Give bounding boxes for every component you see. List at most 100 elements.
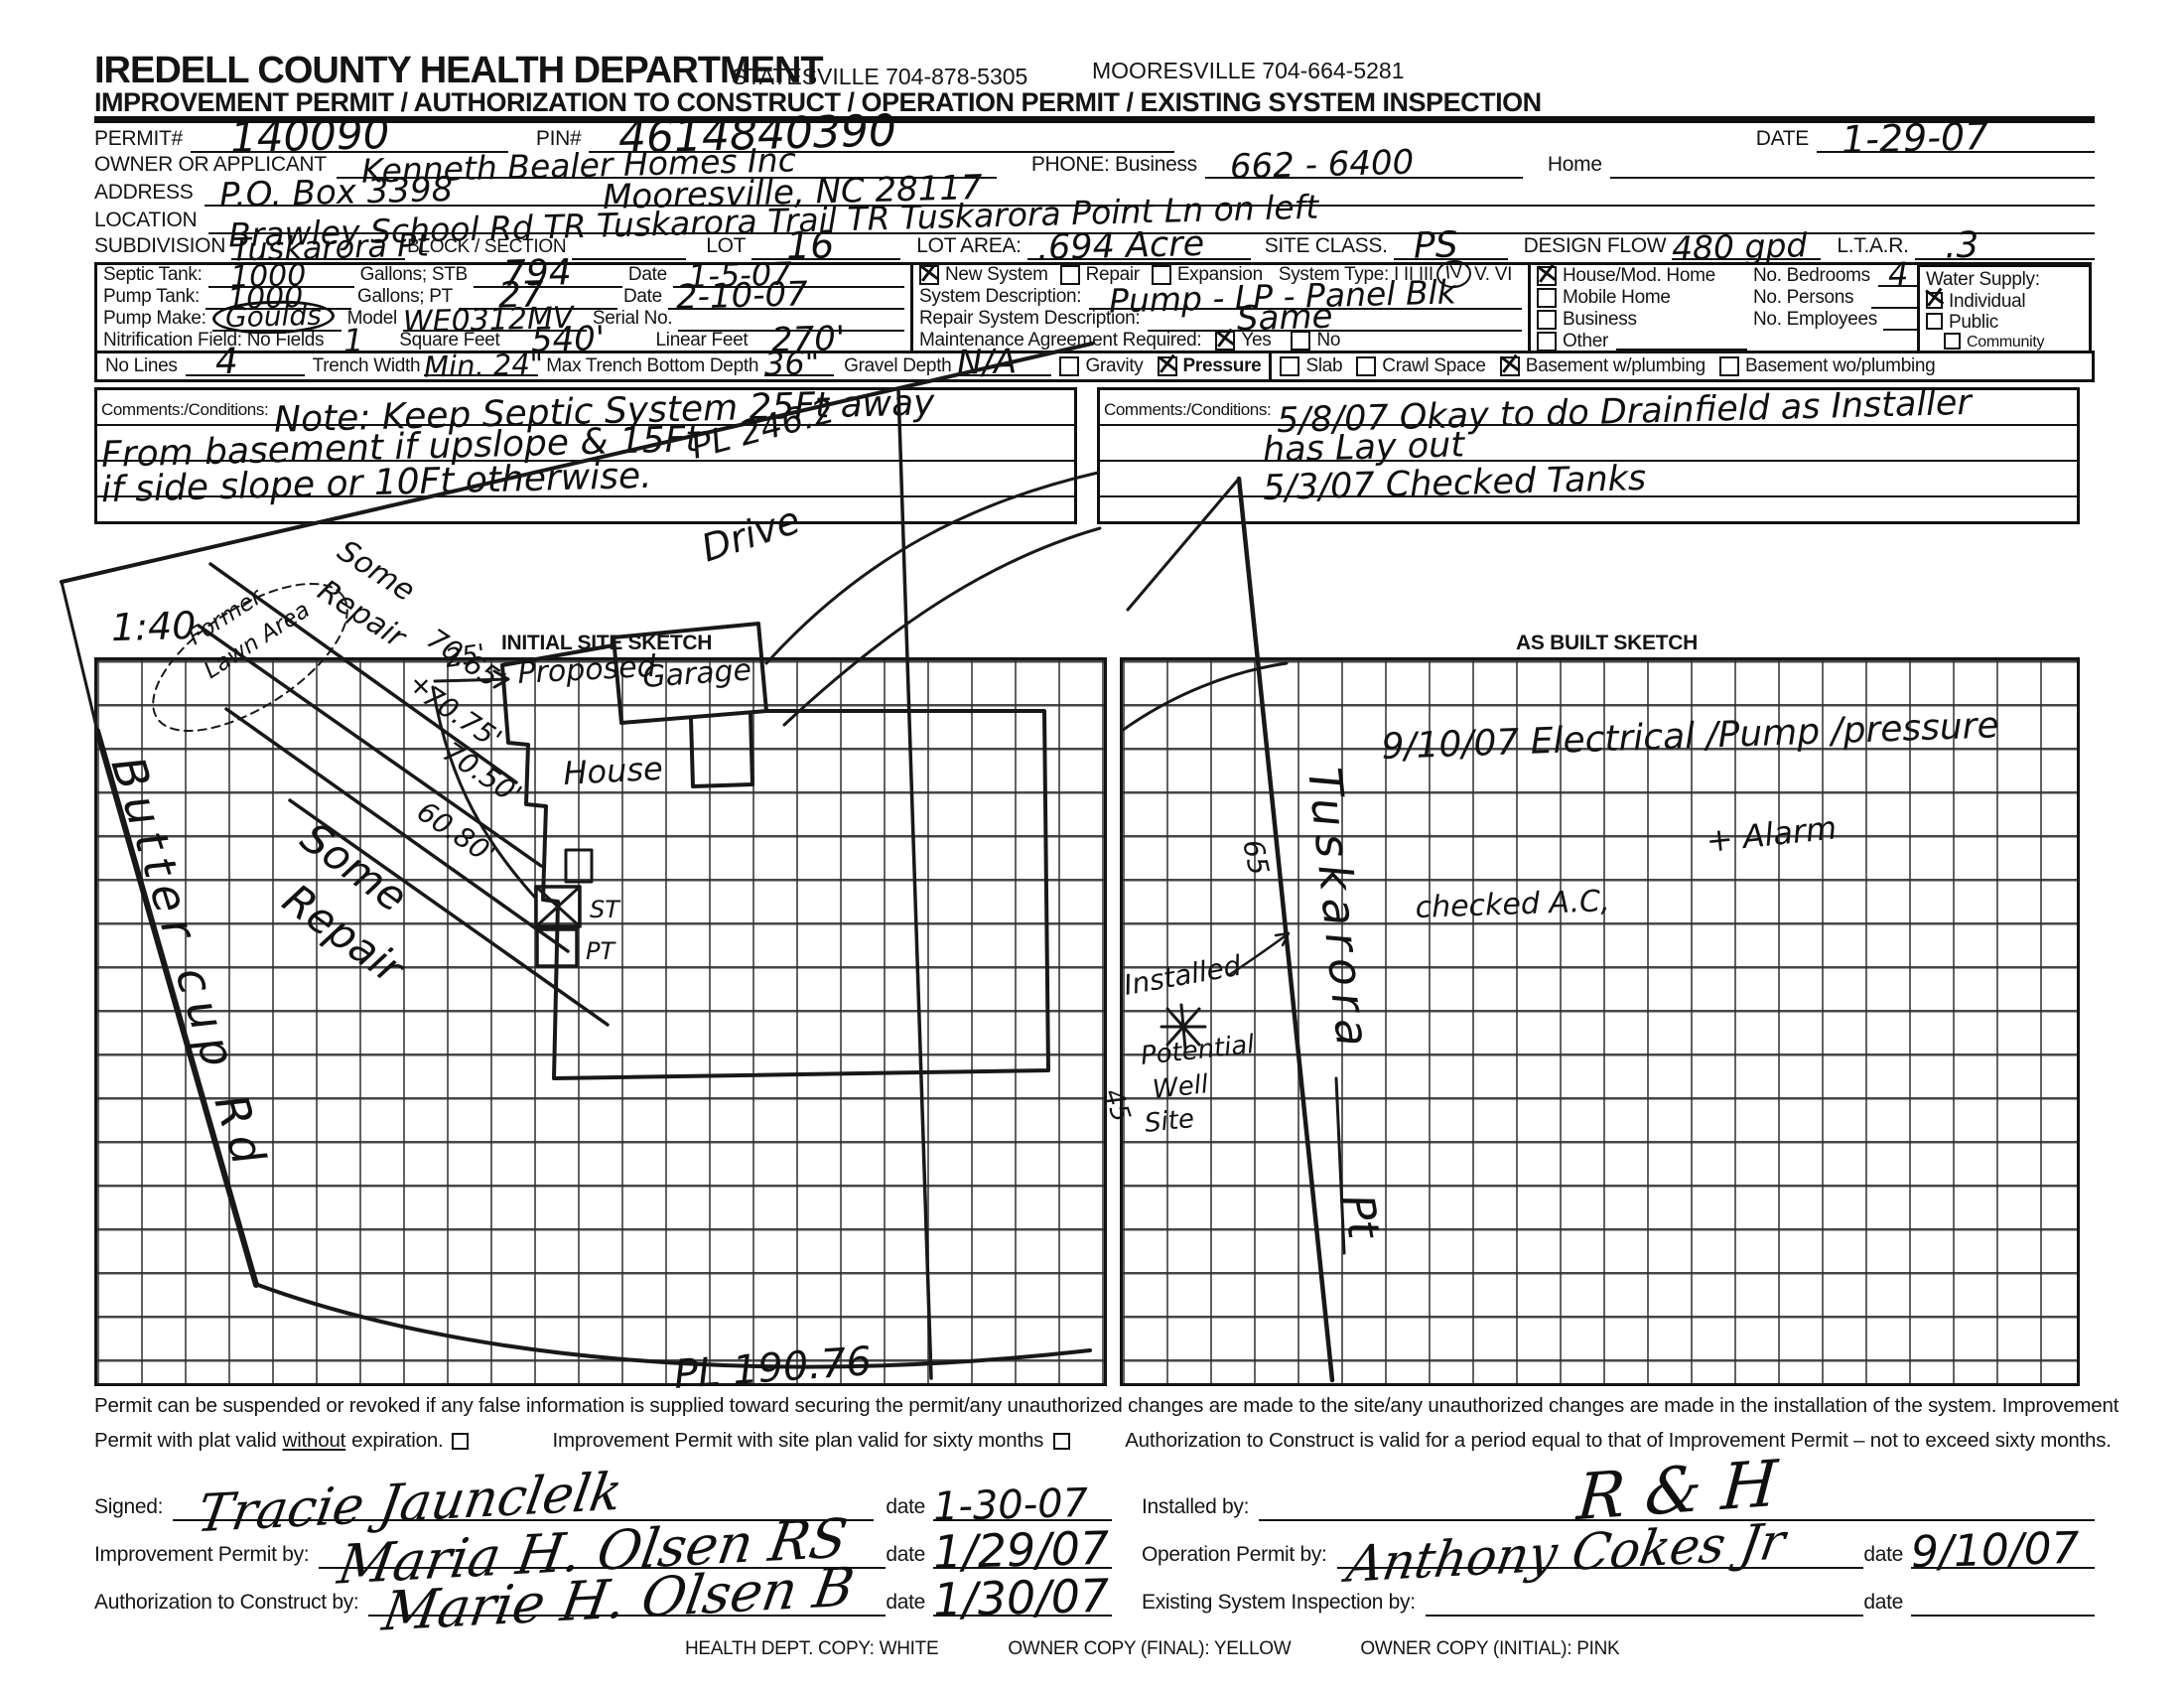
lot-value: 16 — [785, 222, 836, 268]
detail-boxes: Septic Tank: 1000 Gallons; STB 794 Date … — [94, 252, 2095, 360]
legal-plat-text: Permit with plat valid — [94, 1429, 277, 1452]
community-row: Community — [1944, 332, 2083, 352]
house-checkbox — [1537, 266, 1557, 286]
site-class-label: SITE CLASS. — [1264, 234, 1388, 257]
basement-wo-plumbing-label: Basement wo/plumbing — [1744, 355, 1936, 376]
comments-left-box: Comments:/Conditions: Note: Keep Septic … — [94, 382, 1077, 524]
lot-area-field: .694 Acre — [1026, 223, 1251, 268]
public-checkbox — [1926, 312, 1943, 330]
as-built-sketch-title: AS BUILT SKETCH — [1516, 632, 1698, 654]
no-lines-field: 4 — [185, 341, 305, 382]
date-label: DATE — [1755, 127, 1810, 150]
individual-row: Individual — [1926, 291, 2083, 312]
existing-date-field — [1911, 1615, 2095, 1617]
pump-make-row: Pump Make: Goulds Model WE0312MV Serial … — [97, 299, 910, 340]
max-depth-field: 36" — [764, 344, 835, 383]
sketch-scale: 1:40 — [110, 603, 197, 650]
signed-date-field: 1-30-07 — [932, 1480, 1112, 1530]
comments-right-line3: 5/3/07 Checked Tanks — [1100, 458, 2077, 508]
expansion-label: Expansion — [1176, 264, 1263, 285]
trench-strip: No Lines 4 Trench Width Min. 24" Max Tre… — [94, 341, 2095, 384]
septic-tank-field: 1000 — [207, 258, 354, 295]
serial-field — [678, 330, 904, 332]
house-label: House/Mod. Home — [1563, 265, 1715, 286]
persons-label: No. Persons — [1753, 287, 1854, 308]
existing-inspection-label: Existing System Inspection by: — [1142, 1591, 1416, 1614]
comments-right-line4 — [1100, 497, 2077, 531]
legal-line-2: Permit with plat valid without expiratio… — [94, 1426, 2112, 1456]
signed-date-label: date — [886, 1495, 925, 1518]
legal-authorization-text: Authorization to Construct is valid for … — [1125, 1429, 2112, 1452]
phone-home-label: Home — [1547, 153, 1602, 176]
stb-field: 794 — [473, 252, 622, 295]
community-label: Community — [1967, 333, 2045, 351]
community-checkbox — [1944, 332, 1961, 350]
operation-date-value: 9/10/07 — [1910, 1523, 2081, 1579]
operation-date-field: 9/10/07 — [1910, 1523, 2095, 1579]
business-checkbox — [1537, 310, 1557, 330]
owner-field: Kenneth Bealer Homes Inc — [336, 141, 997, 191]
comments-right-label: Comments:/Conditions: — [1104, 400, 1272, 419]
system-box: New System Repair Expansion System Type:… — [910, 258, 1531, 353]
operation-permit-field: Anthony Cokes Jr — [1336, 1512, 1864, 1594]
phone-business-field: 662 - 6400 — [1204, 143, 1523, 188]
subdivision-field: Tuskarora Pt — [231, 226, 430, 269]
no-lines-label: No Lines — [105, 355, 178, 376]
some-repair-upper-1: Some — [332, 533, 421, 609]
gravel-depth-value: N/A — [956, 342, 1019, 384]
comments-left-line3: if side slope or 10Ft otherwise. — [97, 455, 1074, 510]
trench-width-value: Min. 24" — [423, 347, 544, 384]
individual-checkbox — [1926, 291, 1943, 309]
pin-field: 4614840390 — [589, 106, 1175, 164]
improvement-date-field: 1/29/07 — [932, 1520, 1112, 1579]
trench-width-label: Trench Width — [312, 355, 421, 376]
basement-w-plumbing-checkbox — [1499, 356, 1520, 376]
date2-value: 2-10-07 — [675, 274, 809, 319]
address-label: ADDRESS — [94, 181, 194, 204]
permit-label: PERMIT# — [94, 127, 183, 150]
employees-row: No. Employees — [1753, 309, 1917, 333]
repair-description-row: Repair System Description: Same — [913, 297, 1528, 340]
business-label: Business — [1563, 309, 1637, 330]
pt-field: 27 — [458, 274, 617, 316]
comments-right-box: Comments:/Conditions: 5/8/07 Okay to do … — [1097, 382, 2080, 524]
copy-white: HEALTH DEPT. COPY: WHITE — [685, 1638, 939, 1659]
employees-label: No. Employees — [1753, 309, 1877, 330]
authorization-date-field: 1/30/07 — [932, 1568, 1112, 1626]
site-class-field: PS — [1393, 224, 1508, 266]
system-type-rest: V. VI — [1474, 264, 1513, 285]
serial-label: Serial No. — [592, 308, 673, 329]
maintenance-no-checkbox — [1291, 331, 1311, 351]
installed-by-label: Installed by: — [1142, 1495, 1250, 1518]
maintenance-no-label: No — [1316, 330, 1341, 351]
maintenance-yes-label: Yes — [1241, 330, 1272, 351]
date2-field: 2-10-07 — [667, 275, 904, 318]
repair-description-field: Same — [1148, 297, 1522, 340]
improvement-permit-label: Improvement Permit by: — [94, 1543, 310, 1566]
as-built-sketch-grid — [1120, 657, 2080, 1386]
other-checkbox — [1537, 332, 1557, 352]
gallons-stb-label: Gallons; STB — [359, 264, 469, 285]
max-depth-label: Max Trench Bottom Depth — [546, 355, 759, 376]
house-row: House/Mod. Home — [1537, 265, 1753, 289]
comments-right-text2: has Lay out — [1262, 424, 1465, 471]
repair-description-value: Same — [1236, 297, 1334, 340]
use-type-column: House/Mod. Home Mobile Home Business Oth… — [1537, 265, 1753, 352]
mooresville-phone: MOORESVILLE 704-664-5281 — [1092, 58, 1405, 83]
design-flow-field: 480 gpd — [1672, 226, 1822, 268]
legal-siteplan-text: Improvement Permit with site plan valid … — [552, 1429, 1044, 1452]
legal-without-underlined: without — [282, 1429, 346, 1452]
persons-row: No. Persons — [1753, 287, 1917, 311]
plat-valid-checkbox — [451, 1432, 469, 1450]
strip-divider — [1269, 353, 1273, 379]
mobile-row: Mobile Home — [1537, 287, 1753, 311]
authorization-field: Marie H. Olsen B — [368, 1555, 887, 1643]
pump-make-field: Goulds — [211, 299, 341, 336]
address-field: P.O. Box 3398 Mooresville, NC 28117 — [205, 168, 2095, 217]
ltar-value: .3 — [1944, 224, 1979, 267]
statesville-phone: STATESVILLE 704-878-5305 — [732, 64, 1028, 89]
design-flow-label: DESIGN FLOW — [1523, 234, 1667, 257]
improvement-permit-row: Improvement Permit by: Maria H. Olsen RS… — [94, 1506, 1112, 1597]
installed-by-row: Installed by: R & H — [1142, 1447, 2095, 1535]
gravity-label: Gravity — [1085, 355, 1144, 376]
